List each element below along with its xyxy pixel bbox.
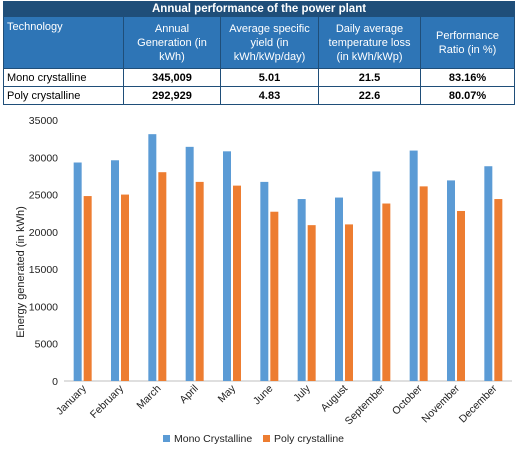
y-tick-label: 30000: [29, 152, 58, 164]
column-header-line: Performance: [436, 29, 500, 42]
x-tick-label: August: [319, 383, 351, 415]
column-header-line: Generation (in: [137, 36, 207, 49]
row-label: Poly crystalline: [3, 86, 124, 105]
row-label: Mono crystalline: [3, 68, 124, 87]
column-header-line: Ratio (in %): [438, 43, 497, 56]
table-cell: 4.83: [220, 86, 319, 105]
bar-poly-crystalline: [457, 210, 465, 381]
bar-poly-crystalline: [419, 186, 428, 381]
y-axis-title: Energy generated (in kWh): [15, 206, 27, 337]
x-tick-label: March: [134, 383, 163, 412]
legend-swatch: [163, 435, 170, 442]
table-cell: 345,009: [123, 68, 221, 87]
x-tick-label: May: [216, 382, 239, 405]
table-title: Annual performance of the power plant: [2, 1, 516, 17]
x-tick-label: February: [88, 382, 127, 421]
bar-poly-crystalline: [494, 199, 503, 381]
column-header: Performance Ratio (in %): [419, 16, 516, 69]
bar-mono-crystalline: [223, 151, 231, 381]
column-header-line: temperature loss: [328, 36, 411, 49]
bar-poly-crystalline: [121, 194, 129, 381]
y-tick-label: 5000: [35, 339, 59, 351]
y-tick-label: 20000: [29, 227, 58, 239]
column-header-line: yield (in: [250, 36, 289, 49]
legend-label: Poly crystalline: [274, 433, 344, 445]
performance-table: Annual performance of the power plant Te…: [2, 1, 516, 105]
bar-mono-crystalline: [260, 181, 269, 381]
table-cell: 292,929: [123, 86, 221, 105]
y-axis-title-group: Energy generated (in kWh): [15, 206, 27, 337]
table-cell: 5.01: [220, 68, 319, 87]
table-cell: 21.5: [318, 68, 421, 87]
y-tick-label: 0: [52, 376, 58, 388]
x-tick-label: October: [390, 382, 425, 417]
x-tick-labels: January February March April May June July Augu…: [54, 382, 500, 427]
bar-mono-crystalline: [185, 146, 194, 381]
y-tick-labels: 0 5000 10000 15000 20000 25000 30000 35000: [29, 115, 58, 388]
column-header: Daily average temperature loss (in kWh/kWp…: [318, 16, 421, 69]
legend-label: Mono Crystalline: [174, 433, 252, 445]
column-header-line: (in kWh/kWp): [336, 50, 403, 63]
table-cell: 22.6: [318, 86, 421, 105]
x-tick-label: July: [291, 382, 313, 404]
column-header-line: kWh): [159, 50, 185, 63]
bar-poly-crystalline: [195, 181, 204, 381]
y-tick-label: 15000: [29, 264, 58, 276]
chart-legend: Mono Crystalline Poly crystalline: [163, 433, 344, 445]
table-row: Poly crystalline 292,929 4.83 22.6 80.07%: [3, 86, 516, 105]
bar-poly-crystalline: [270, 211, 279, 381]
bar-mono-crystalline: [73, 162, 82, 381]
bar-mono-crystalline: [372, 171, 381, 381]
x-tick-label: June: [251, 383, 276, 408]
x-tick-label: April: [177, 383, 200, 406]
column-header-line: Technology: [7, 21, 63, 33]
column-header: Average specific yield (in kWh/kWp/day): [220, 16, 319, 69]
x-tick-label: September: [343, 382, 388, 427]
bar-mono-crystalline: [484, 166, 493, 381]
y-tick-label: 35000: [29, 115, 58, 127]
x-tick-label: December: [457, 382, 500, 425]
table-row: Mono crystalline 345,009 5.01 21.5 83.16%: [3, 68, 516, 87]
y-tick-label: 25000: [29, 190, 58, 202]
y-tick-label: 10000: [29, 301, 58, 313]
table-cell: 80.07%: [419, 86, 516, 105]
bar-poly-crystalline: [307, 225, 316, 381]
bar-poly-crystalline: [158, 172, 167, 381]
bar-mono-crystalline: [111, 160, 119, 381]
column-header: Annual Generation (in kWh): [123, 16, 221, 69]
bar-poly-crystalline: [83, 196, 92, 381]
table-cell: 83.16%: [419, 68, 516, 87]
bar-poly-crystalline: [233, 185, 241, 381]
column-header-line: Daily average: [335, 22, 404, 35]
bar-mono-crystalline: [447, 180, 455, 381]
column-header: Technology: [3, 16, 124, 69]
energy-bar-chart: Energy generated (in kWh) 0 5000 10000 1500…: [15, 115, 512, 445]
legend-swatch: [263, 435, 270, 442]
table-header-row: Technology Annual Generation (in kWh) Averag…: [3, 16, 516, 69]
x-tick-label: November: [419, 382, 462, 425]
bar-mono-crystalline: [409, 150, 418, 381]
bar-poly-crystalline: [345, 224, 353, 381]
x-tick-label: January: [54, 382, 89, 417]
column-header-line: Average specific: [229, 22, 310, 35]
bar-mono-crystalline: [335, 197, 343, 381]
bar-mono-crystalline: [148, 134, 157, 381]
column-header-line: kWh/kWp/day): [233, 50, 306, 63]
column-header-line: Annual: [154, 22, 190, 35]
bar-poly-crystalline: [382, 203, 391, 381]
bar-mono-crystalline: [297, 199, 306, 381]
bars: [73, 134, 503, 381]
